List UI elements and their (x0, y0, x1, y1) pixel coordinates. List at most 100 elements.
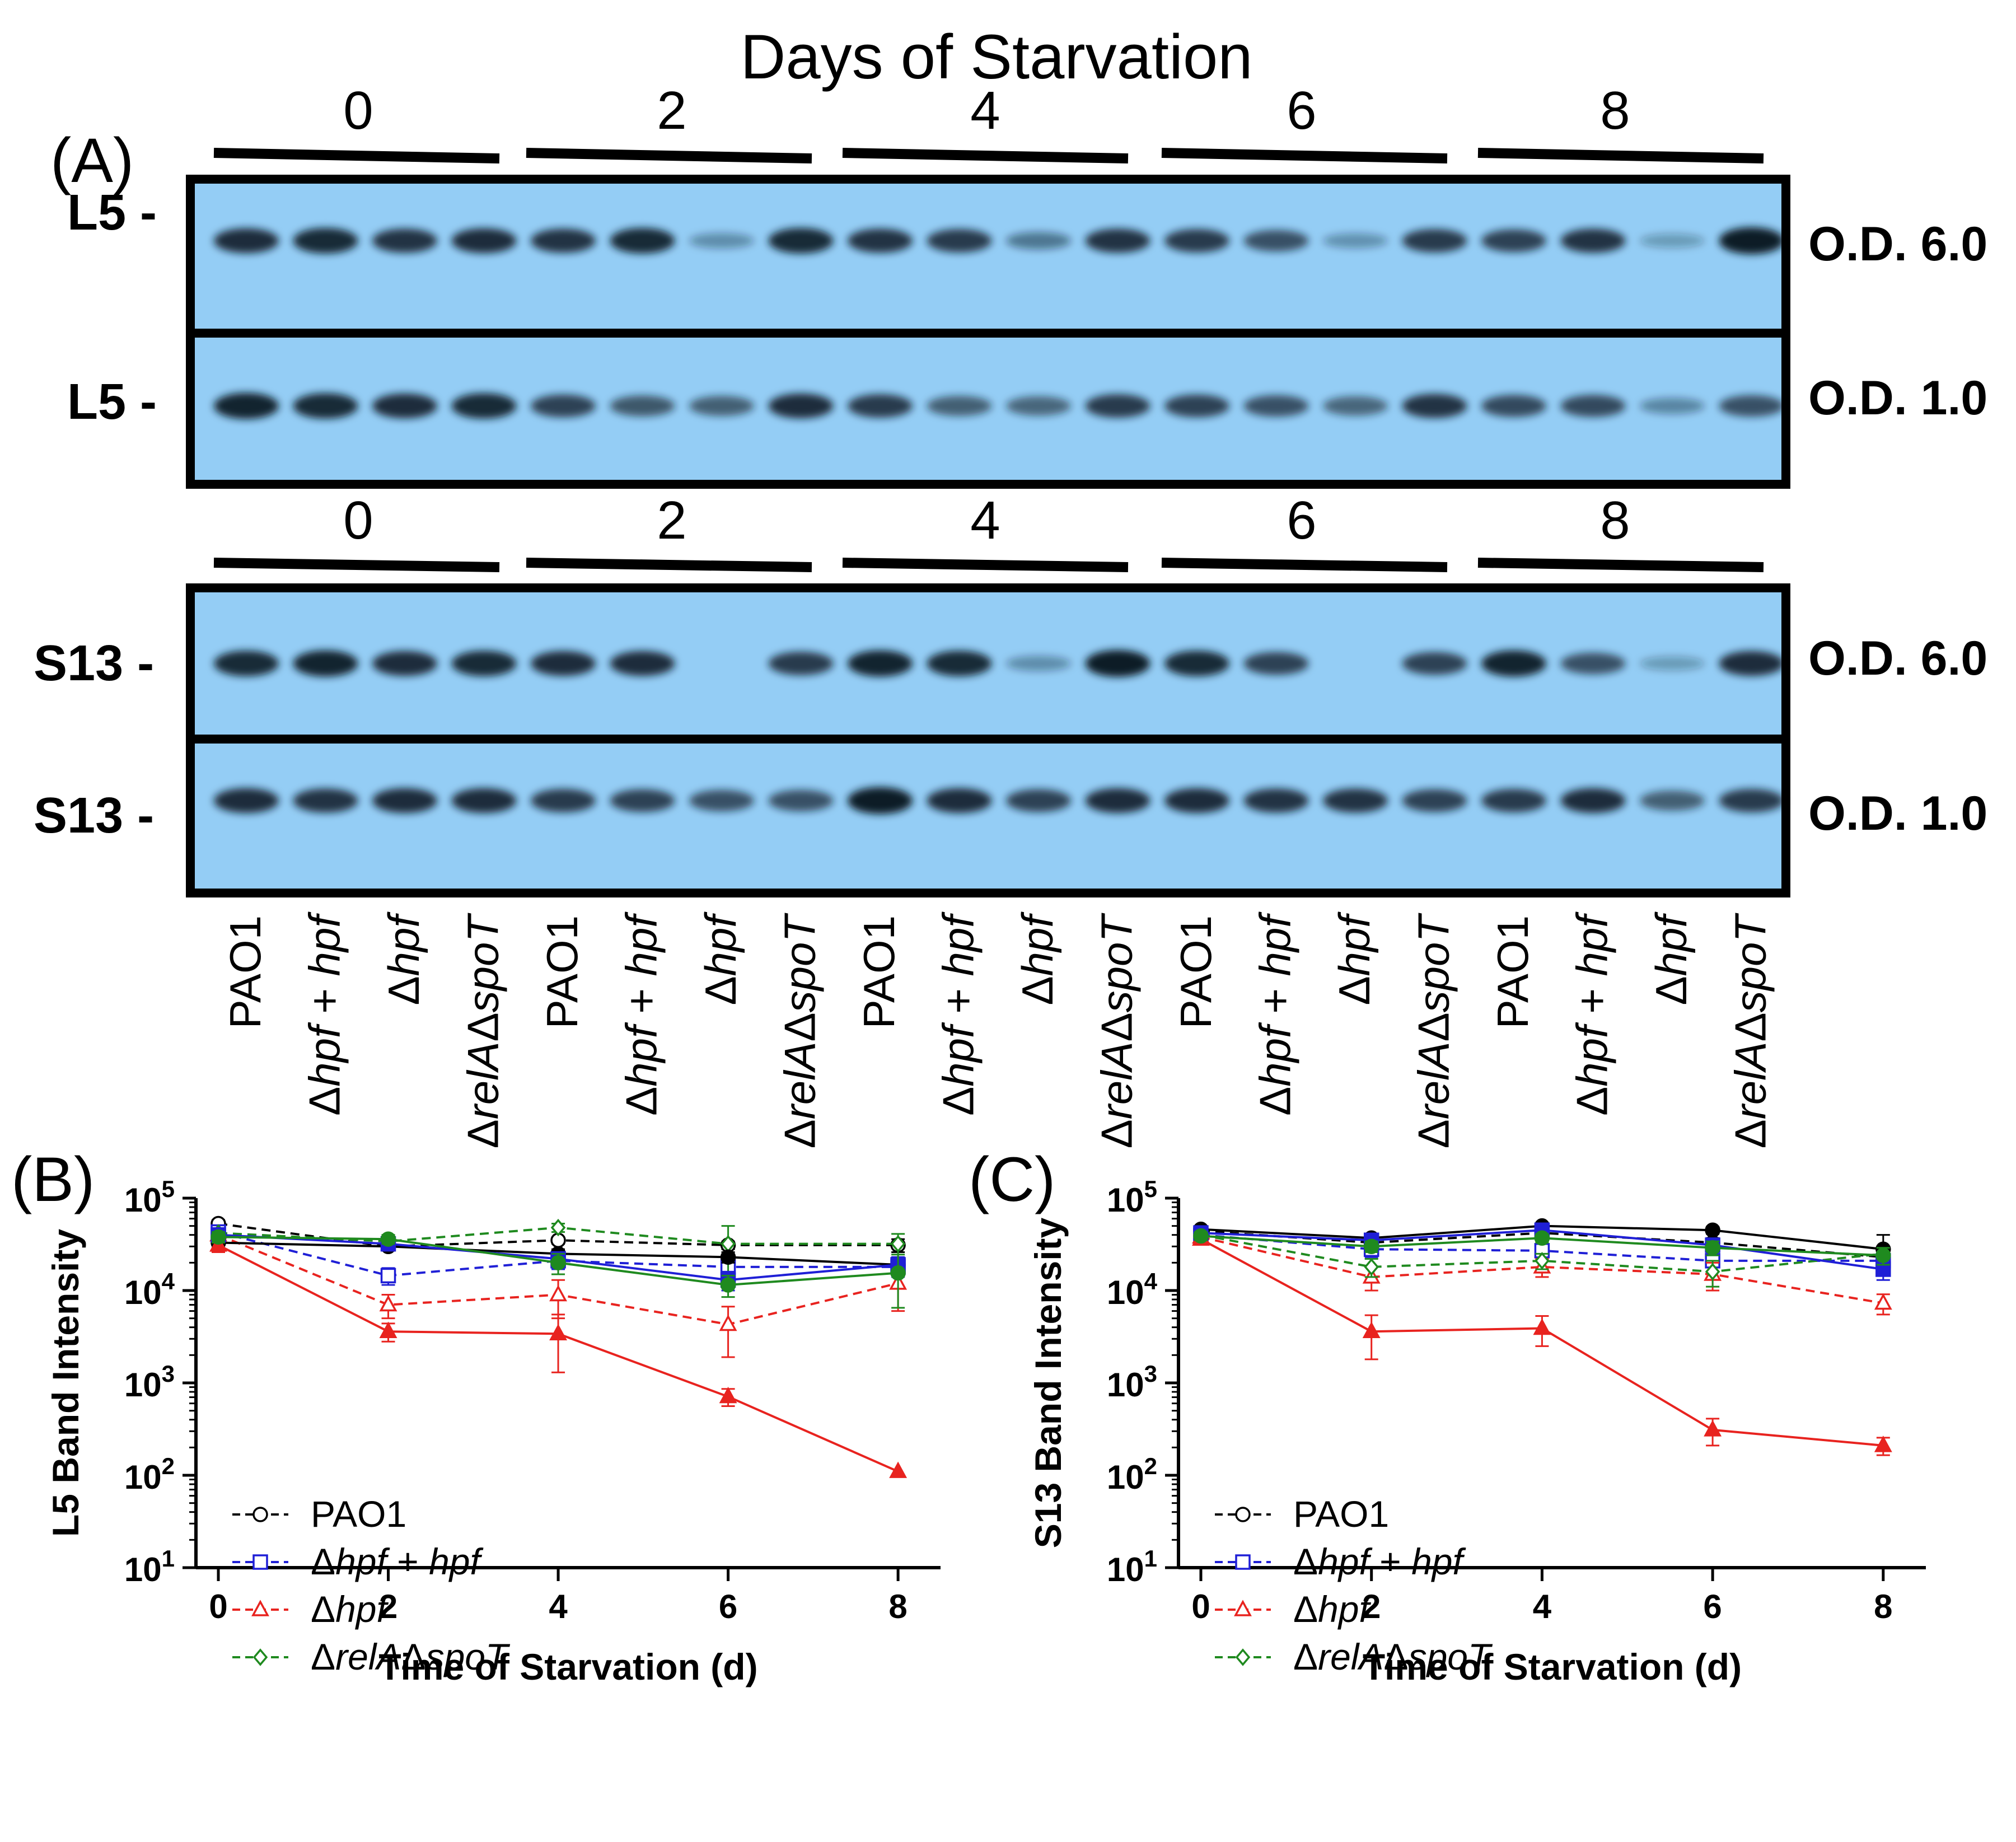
data-point (1363, 1238, 1379, 1255)
lane-label: ΔrelAΔspoT (775, 913, 825, 1149)
series-delta_hpf-solid (209, 1235, 908, 1478)
blot-band (531, 394, 596, 418)
blot-band (1640, 233, 1705, 248)
day-label: 8 (1600, 81, 1630, 141)
day-label: 0 (343, 81, 373, 141)
y-axis-label: S13 Band Intensity (1027, 1217, 1069, 1548)
lane-label: PAO1 (854, 915, 904, 1028)
data-point (1704, 1420, 1722, 1437)
data-point (252, 1648, 268, 1666)
day-bar (842, 148, 1129, 163)
day-label: 8 (1600, 490, 1630, 550)
y-axis-label: L5 Band Intensity (45, 1229, 86, 1537)
legend-label: Δhpf + hpf (311, 1541, 484, 1582)
data-point (720, 1249, 736, 1265)
western-blot (186, 175, 1790, 897)
lane-label: Δhpf + hpf (300, 911, 349, 1116)
blot-band (1560, 652, 1626, 675)
blot-band (1243, 652, 1309, 675)
legend-entry: Δhpf + hpf (232, 1541, 484, 1582)
data-point (252, 1507, 268, 1522)
blot-band (451, 788, 517, 814)
blot-title: Days of Starvation (740, 22, 1252, 92)
day-label: 0 (343, 490, 373, 550)
blot-band (610, 228, 675, 254)
data-point (1235, 1554, 1251, 1570)
lane-label: Δhpf + hpf (934, 911, 983, 1116)
blot-band (927, 788, 992, 814)
blot-band (1243, 230, 1309, 252)
blot-band (768, 652, 834, 675)
panel-a-label: (A) (50, 125, 134, 195)
blot-band (451, 228, 517, 254)
data-point (550, 1255, 566, 1271)
blot-band (1006, 396, 1071, 416)
legend-label: ΔrelAΔspoT (1293, 1636, 1493, 1677)
lane-label: PAO1 (221, 915, 270, 1028)
blot-band (531, 651, 596, 676)
blot-band (1164, 229, 1229, 253)
day-bar (213, 148, 500, 163)
blot-band (689, 233, 754, 249)
panel-c-label: (C) (969, 1144, 1055, 1214)
blot-band (1164, 651, 1229, 676)
blot-band (768, 393, 834, 419)
blot-band (610, 395, 675, 417)
x-tick-label: 6 (1703, 1588, 1722, 1625)
x-tick-label: 8 (1874, 1588, 1892, 1625)
day-label: 4 (970, 81, 1000, 141)
data-point (890, 1265, 906, 1281)
data-point (719, 1386, 737, 1404)
data-point (720, 1277, 736, 1293)
y-tick-label: 103 (124, 1361, 175, 1404)
blot-band (214, 228, 279, 254)
x-tick-label: 4 (549, 1588, 568, 1625)
legend-label: Δhpf + hpf (1293, 1541, 1466, 1582)
lane-label: Δhpf + hpf (617, 911, 666, 1116)
x-axis-label: Time of Starvation (d) (378, 1646, 757, 1687)
blot-band (1640, 398, 1705, 414)
y-tick-label: 101 (124, 1545, 175, 1588)
legend: PAO1 Δhpf + hpf Δhpf ΔrelAΔspoT (1215, 1493, 1493, 1677)
blot-band (372, 788, 437, 814)
blot-band (927, 229, 992, 253)
data-point (1193, 1228, 1209, 1244)
lane-label: Δhpf (1330, 911, 1379, 1006)
blot-band (372, 228, 437, 253)
lane-label: Δhpf (1647, 911, 1696, 1006)
series-line (218, 1231, 899, 1277)
row-label-protein: S13 - (34, 635, 154, 691)
legend-entry: ΔrelAΔspoT (1215, 1636, 1493, 1677)
blot-band (1640, 791, 1705, 811)
day-labels-top: 0 2 4 6 8 (213, 81, 1764, 163)
x-tick-label: 8 (888, 1588, 907, 1625)
chart-l5-band-intensity: 101 102 103 104 105 0 2 4 6 8 Time of Starvation (… (45, 1176, 941, 1687)
blot-band (372, 393, 437, 419)
blot-band (1560, 228, 1626, 253)
legend-entry: Δhpf (1215, 1588, 1373, 1630)
x-tick-label: 2 (379, 1588, 397, 1625)
y-tick-label: 104 (1107, 1268, 1158, 1311)
data-point (1535, 1252, 1550, 1270)
blot-band (1481, 395, 1546, 417)
data-point (1362, 1321, 1381, 1338)
legend-label: PAO1 (311, 1493, 406, 1535)
blot-band (768, 789, 834, 812)
y-tick-label: 103 (1107, 1361, 1157, 1404)
y-tick-label: 102 (124, 1453, 175, 1496)
blot-strip-s13-od1 (190, 739, 1786, 893)
chart-s13-band-intensity: 101 102 103 104 105 0 2 4 6 8 Time of Starvation (… (1027, 1176, 1926, 1687)
legend-label: PAO1 (1293, 1493, 1389, 1535)
blot-band (531, 789, 596, 812)
blot-band (214, 392, 279, 419)
blot-band (531, 228, 596, 253)
data-point (1534, 1230, 1550, 1246)
lane-labels: PAO1 Δhpf + hpf Δhpf ΔrelAΔspoT PAO1 Δhpf + h… (221, 911, 1775, 1149)
blot-band (1085, 394, 1150, 418)
blot-band (848, 394, 913, 418)
blot-band (1323, 233, 1388, 249)
lane-label: ΔrelAΔspoT (1726, 913, 1775, 1149)
legend: PAO1 Δhpf + hpf Δhpf ΔrelAΔspoT (232, 1493, 511, 1677)
blot-band (451, 393, 517, 419)
blot-band (689, 789, 754, 812)
